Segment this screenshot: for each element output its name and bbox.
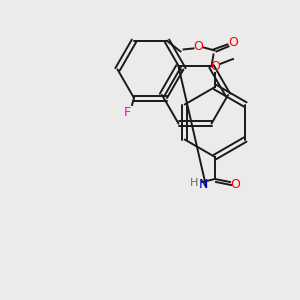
- Text: F: F: [123, 106, 130, 119]
- Text: N: N: [198, 178, 208, 191]
- Text: O: O: [230, 178, 240, 190]
- Text: O: O: [210, 61, 220, 74]
- Text: H: H: [190, 178, 198, 188]
- Text: O: O: [194, 40, 203, 53]
- Text: O: O: [229, 36, 238, 49]
